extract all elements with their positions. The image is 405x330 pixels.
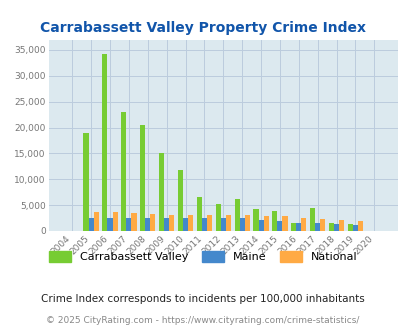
- Bar: [301, 217, 306, 231]
- Bar: [357, 221, 362, 231]
- Bar: [107, 217, 112, 231]
- Bar: [309, 208, 314, 231]
- Bar: [112, 213, 117, 231]
- Text: © 2025 CityRating.com - https://www.cityrating.com/crime-statistics/: © 2025 CityRating.com - https://www.city…: [46, 315, 359, 325]
- Bar: [177, 171, 183, 231]
- Bar: [145, 217, 150, 231]
- Bar: [277, 221, 282, 231]
- Bar: [328, 223, 333, 231]
- Bar: [83, 133, 88, 231]
- Bar: [225, 215, 230, 231]
- Bar: [239, 218, 244, 231]
- Bar: [150, 214, 155, 231]
- Bar: [140, 125, 145, 231]
- Bar: [338, 220, 343, 231]
- Bar: [314, 223, 320, 231]
- Bar: [183, 217, 188, 231]
- Bar: [188, 215, 193, 231]
- Bar: [201, 217, 207, 231]
- Bar: [253, 209, 258, 231]
- Bar: [296, 223, 301, 231]
- Bar: [258, 220, 263, 231]
- Bar: [290, 223, 296, 231]
- Bar: [169, 215, 174, 231]
- Bar: [126, 217, 131, 231]
- Bar: [244, 215, 249, 231]
- Bar: [347, 224, 352, 231]
- Bar: [333, 224, 338, 231]
- Bar: [234, 199, 239, 231]
- Bar: [352, 225, 357, 231]
- Bar: [320, 218, 324, 231]
- Bar: [164, 217, 169, 231]
- Bar: [102, 54, 107, 231]
- Bar: [121, 112, 126, 231]
- Text: Carrabassett Valley Property Crime Index: Carrabassett Valley Property Crime Index: [40, 21, 365, 35]
- Text: Crime Index corresponds to incidents per 100,000 inhabitants: Crime Index corresponds to incidents per…: [41, 294, 364, 304]
- Bar: [220, 217, 225, 231]
- Bar: [196, 197, 201, 231]
- Bar: [207, 215, 211, 231]
- Bar: [131, 214, 136, 231]
- Legend: Carrabassett Valley, Maine, National: Carrabassett Valley, Maine, National: [44, 247, 361, 267]
- Bar: [88, 217, 94, 231]
- Bar: [272, 211, 277, 231]
- Bar: [215, 204, 220, 231]
- Bar: [282, 216, 287, 231]
- Bar: [94, 213, 98, 231]
- Bar: [263, 216, 268, 231]
- Bar: [159, 153, 164, 231]
